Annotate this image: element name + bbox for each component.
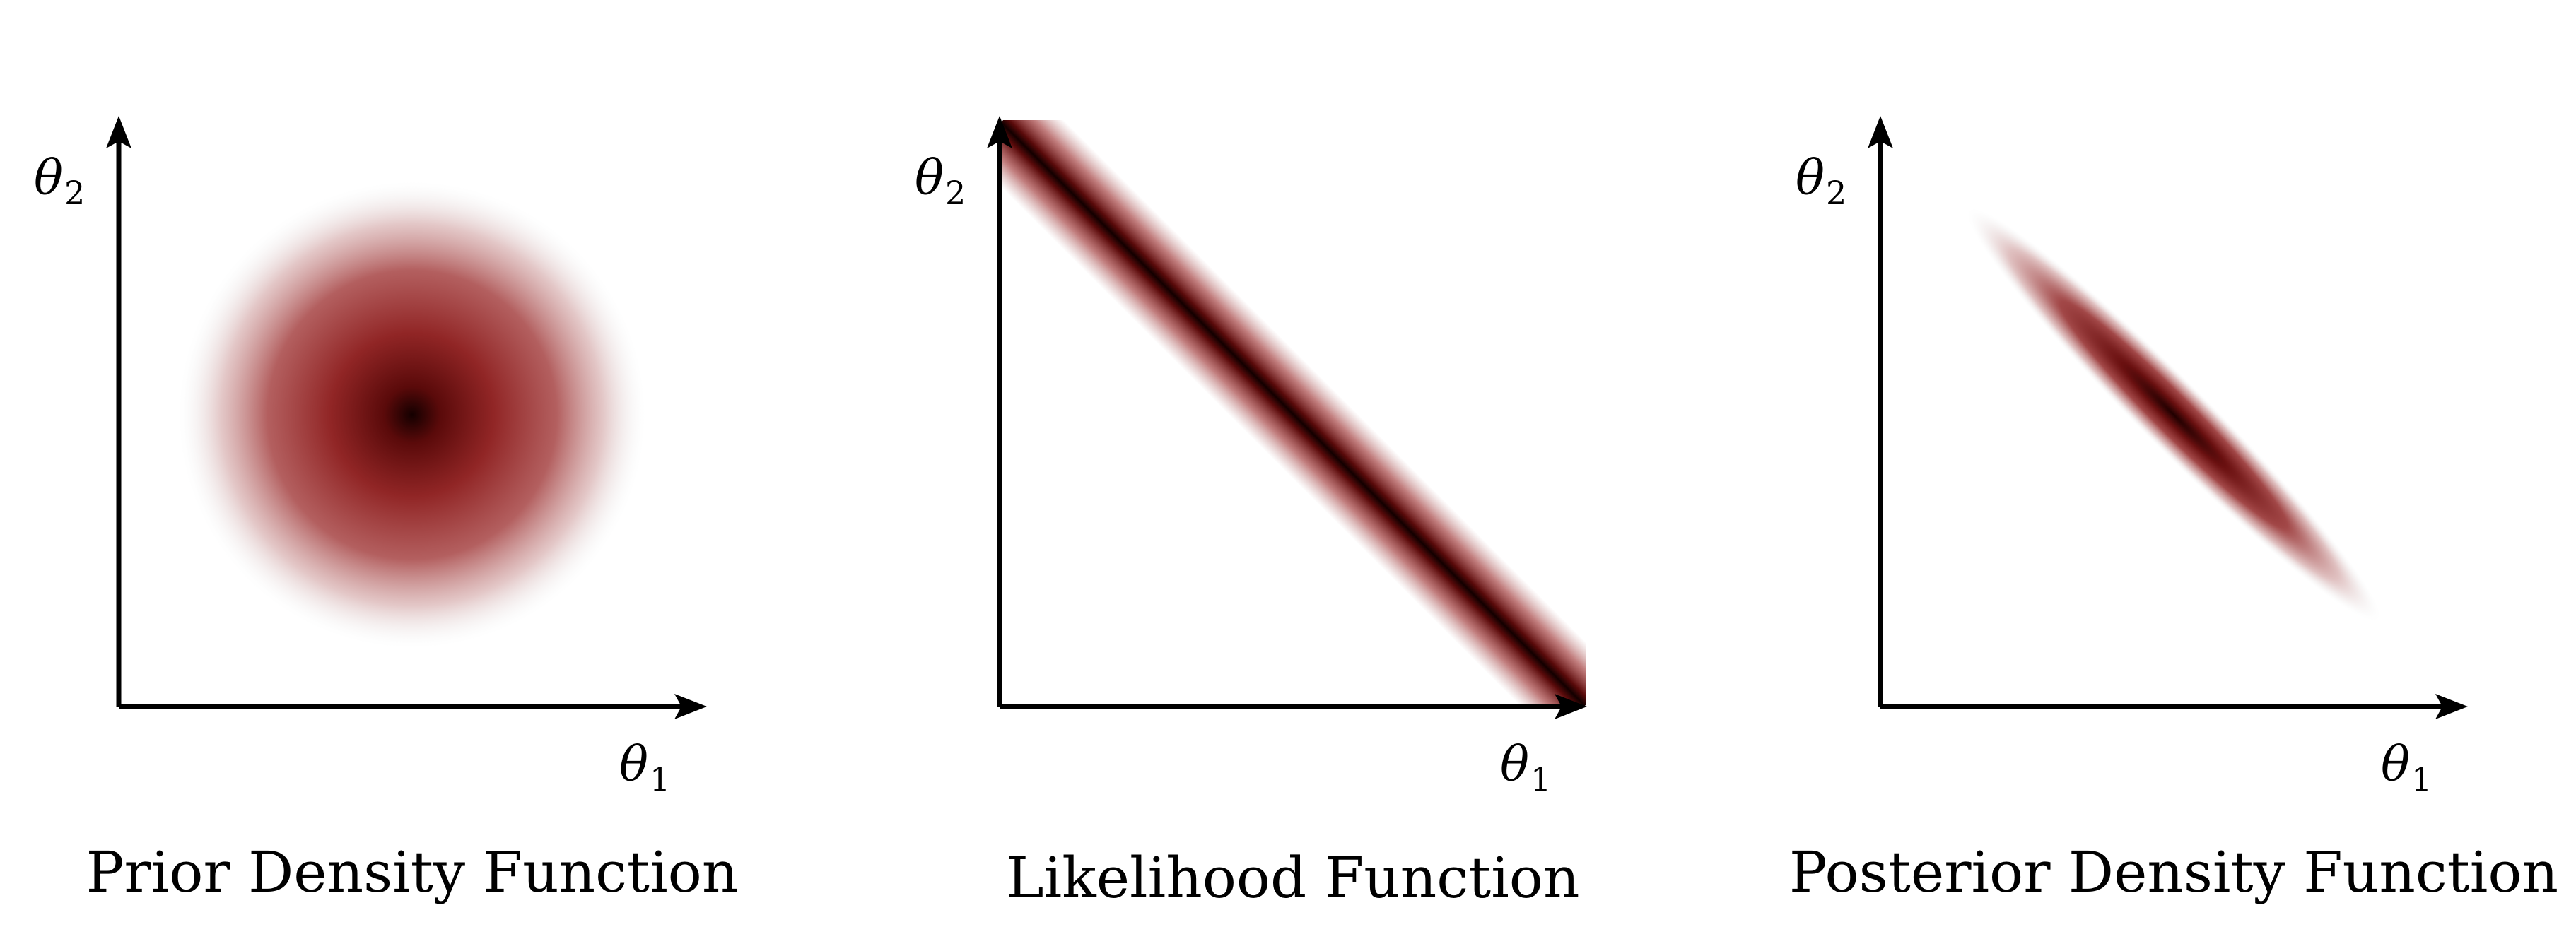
posterior-y-label: θ2 bbox=[1796, 150, 1846, 212]
prior-caption: Prior Density Function bbox=[86, 839, 739, 905]
likelihood-caption: Likelihood Function bbox=[1007, 845, 1580, 911]
posterior-panel: θ2 θ1 Posterior Density Function bbox=[1789, 116, 2558, 905]
posterior-y-arrowhead bbox=[1868, 116, 1893, 148]
prior-axes bbox=[106, 116, 707, 719]
likelihood-axes bbox=[987, 116, 1587, 719]
prior-y-label: θ2 bbox=[34, 150, 85, 212]
likelihood-y-label: θ2 bbox=[915, 150, 966, 212]
posterior-x-label: θ1 bbox=[2381, 737, 2432, 798]
likelihood-panel: θ2 θ1 Likelihood Function bbox=[915, 116, 1587, 911]
likelihood-x-label: θ1 bbox=[1500, 737, 1551, 798]
posterior-caption: Posterior Density Function bbox=[1789, 839, 2558, 905]
likelihood-x-arrowhead bbox=[1555, 694, 1587, 719]
prior-density-blob bbox=[179, 182, 645, 648]
prior-x-label: θ1 bbox=[619, 737, 670, 798]
likelihood-y-arrowhead bbox=[987, 116, 1012, 148]
prior-panel: θ2 θ1 Prior Density Function bbox=[34, 116, 738, 905]
prior-x-arrowhead bbox=[674, 694, 707, 719]
likelihood-ridge bbox=[1000, 120, 1586, 707]
prior-y-arrowhead bbox=[106, 116, 131, 148]
posterior-density-blob bbox=[1967, 208, 2380, 621]
posterior-axes bbox=[1868, 116, 2468, 719]
posterior-x-arrowhead bbox=[2435, 694, 2468, 719]
